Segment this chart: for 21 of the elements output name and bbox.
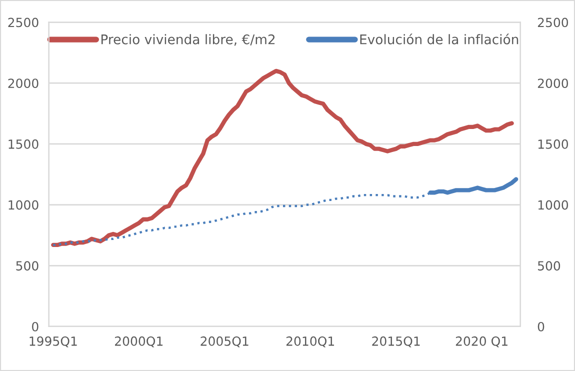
y-tick-label: 1000 — [8, 200, 38, 210]
x-tick-label: 2000Q1 — [115, 336, 163, 348]
y-tick-label: 500 — [16, 261, 38, 271]
y2-tick-label: 1500 — [538, 139, 568, 149]
line-series — [51, 68, 514, 248]
y-tick-label: 2500 — [8, 18, 38, 28]
y-tick-label: 2000 — [8, 78, 38, 88]
y2-tick-label: 2000 — [538, 78, 568, 88]
legend-label: Evolución de la inflación — [360, 34, 518, 44]
y2-tick-label: 1000 — [538, 200, 568, 210]
x-tick-label: 2005Q1 — [200, 336, 248, 348]
y2-tick-label: 500 — [538, 261, 560, 271]
y-tick-label: 0 — [32, 322, 38, 332]
x-tick-label: 2015Q1 — [372, 336, 420, 348]
x-tick-label: 1995Q1 — [30, 336, 77, 348]
legend-label: Precio vivienda libre, €/m2 — [101, 34, 275, 46]
y2-tick-label: 2500 — [538, 18, 568, 28]
y-tick-label: 1500 — [8, 139, 38, 149]
x-tick-label: 2020 Q1 — [456, 336, 508, 348]
y2-tick-label: 0 — [538, 322, 544, 332]
x-tick-label: 2010Q1 — [286, 336, 334, 348]
